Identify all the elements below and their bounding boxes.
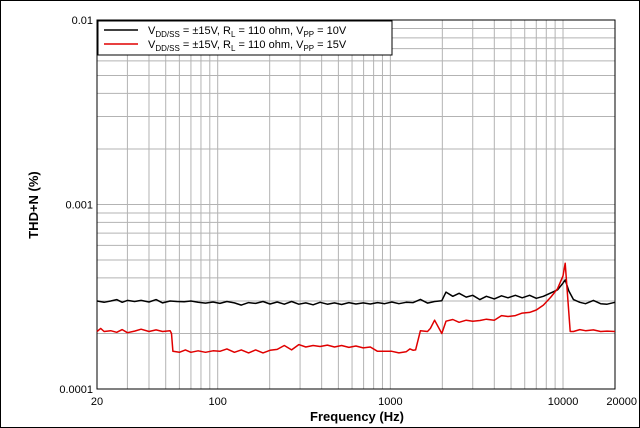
x-tick-label: 20000: [606, 396, 637, 408]
x-tick-label: 1000: [378, 396, 402, 408]
legend-label: VDD/SS = ±15V, RL = 110 ohm, VPP = 15V: [148, 39, 347, 53]
plot-area-border: [96, 19, 616, 390]
y-tick-label: 0.0001: [59, 384, 93, 396]
y-axis-title: THD+N (%): [26, 171, 41, 239]
series-layer: [96, 262, 616, 354]
x-axis-title: Frequency (Hz): [310, 409, 404, 424]
x-tick-label: 100: [209, 396, 227, 408]
legend-box: [97, 20, 393, 56]
plot-grid: [97, 20, 615, 389]
legend-label: VDD/SS = ±15V, RL = 110 ohm, VPP = 10V: [148, 25, 347, 39]
x-tick-labels: 20 100 1000 10000 20000: [91, 396, 637, 408]
series-line-1: [96, 279, 616, 306]
y-tick-label: 0.001: [65, 200, 93, 212]
series-line-2: [96, 262, 616, 354]
x-tick-label: 10000: [548, 396, 579, 408]
x-tick-label: 20: [91, 396, 103, 408]
y-tick-label: 0.01: [72, 15, 93, 27]
y-tick-labels: 0.0001 0.001 0.01: [59, 15, 93, 396]
legend: VDD/SS = ±15V, RL = 110 ohm, VPP = 10VVD…: [97, 20, 393, 56]
